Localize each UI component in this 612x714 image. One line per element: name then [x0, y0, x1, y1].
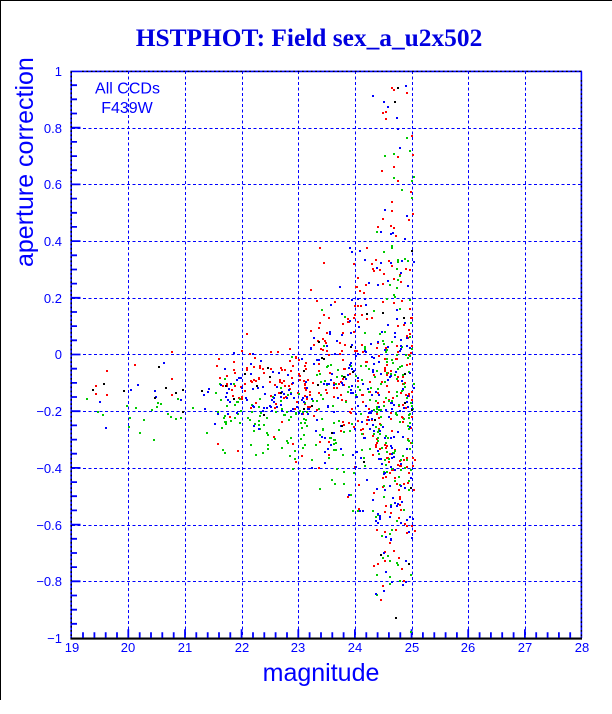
svg-text:0.2: 0.2: [44, 291, 62, 306]
svg-text:−1: −1: [47, 631, 62, 646]
svg-text:All CCDs: All CCDs: [95, 81, 160, 98]
svg-text:aperture correction: aperture correction: [11, 57, 39, 267]
svg-text:0: 0: [55, 347, 62, 362]
svg-text:20: 20: [121, 640, 135, 655]
svg-text:0.8: 0.8: [44, 121, 62, 136]
svg-text:22: 22: [235, 640, 249, 655]
svg-text:23: 23: [291, 640, 305, 655]
svg-text:−0.6: −0.6: [36, 518, 62, 533]
svg-text:−0.2: −0.2: [36, 404, 62, 419]
svg-text:0.4: 0.4: [44, 234, 62, 249]
svg-text:19: 19: [65, 640, 79, 655]
svg-text:−0.8: −0.8: [36, 574, 62, 589]
svg-text:−0.4: −0.4: [36, 461, 62, 476]
svg-text:24: 24: [348, 640, 362, 655]
svg-text:25: 25: [405, 640, 419, 655]
svg-text:21: 21: [178, 640, 192, 655]
svg-text:magnitude: magnitude: [263, 659, 380, 687]
svg-text:1: 1: [55, 64, 62, 79]
svg-text:28: 28: [575, 640, 589, 655]
svg-text:HSTPHOT: Field sex_a_u2x502: HSTPHOT: Field sex_a_u2x502: [136, 24, 483, 52]
svg-text:26: 26: [461, 640, 475, 655]
svg-text:0.6: 0.6: [44, 177, 62, 192]
svg-text:27: 27: [518, 640, 532, 655]
svg-text:F439W: F439W: [101, 100, 153, 117]
